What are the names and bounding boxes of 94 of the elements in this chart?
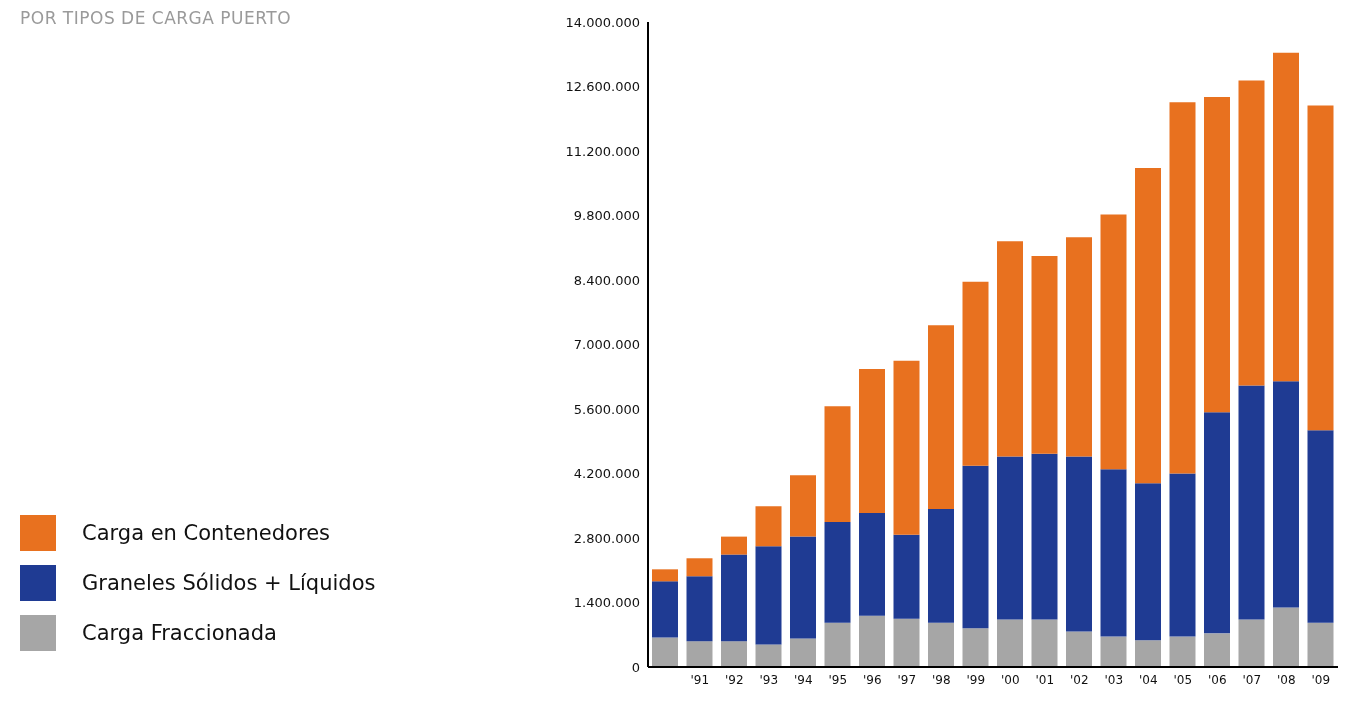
y-tick-label: 11.200.000 bbox=[565, 143, 640, 159]
bar bbox=[962, 281, 989, 466]
bar bbox=[1100, 469, 1127, 637]
bar bbox=[1273, 381, 1299, 608]
x-tick-label: '00 bbox=[1000, 672, 1020, 687]
y-tick-label: 9.800.000 bbox=[573, 208, 640, 224]
x-tick-label: '97 bbox=[897, 672, 917, 687]
bar bbox=[790, 536, 816, 639]
bar bbox=[1238, 80, 1265, 386]
bar bbox=[1307, 430, 1334, 623]
bar bbox=[997, 619, 1023, 667]
x-tick-label: '93 bbox=[759, 672, 779, 687]
bar bbox=[1135, 168, 1161, 484]
bar bbox=[928, 508, 954, 623]
x-tick-label: '02 bbox=[1069, 672, 1089, 687]
bar bbox=[1135, 483, 1161, 641]
bar bbox=[755, 546, 782, 645]
bar bbox=[721, 536, 747, 555]
x-tick-label: '96 bbox=[862, 672, 882, 687]
bar bbox=[1031, 256, 1058, 454]
bar bbox=[1031, 619, 1058, 667]
bar bbox=[1100, 636, 1127, 667]
bar bbox=[1307, 622, 1334, 667]
bar bbox=[1307, 105, 1334, 431]
bar bbox=[652, 569, 678, 582]
bar bbox=[686, 641, 713, 667]
bar bbox=[1066, 631, 1092, 667]
bar bbox=[790, 638, 816, 667]
y-tick-label: 8.400.000 bbox=[573, 272, 640, 288]
bar bbox=[1169, 102, 1196, 474]
bar bbox=[859, 615, 885, 667]
x-tick-label: '05 bbox=[1173, 672, 1193, 687]
x-tick-label: '01 bbox=[1035, 672, 1055, 687]
x-tick-label: '94 bbox=[793, 672, 813, 687]
bar bbox=[1100, 214, 1127, 470]
y-tick-label: 5.600.000 bbox=[573, 401, 640, 417]
legend-label: Carga Fraccionada bbox=[82, 621, 277, 645]
bar bbox=[755, 506, 782, 547]
y-tick-label: 1.400.000 bbox=[573, 595, 640, 611]
bar bbox=[859, 368, 885, 514]
bar bbox=[652, 637, 678, 667]
x-tick-label: '09 bbox=[1311, 672, 1331, 687]
bar bbox=[721, 641, 747, 667]
bar bbox=[962, 465, 989, 629]
bar bbox=[1169, 636, 1196, 667]
y-tick-label: 0 bbox=[631, 659, 640, 675]
y-tick-label: 12.600.000 bbox=[565, 79, 640, 95]
bar bbox=[1031, 453, 1058, 620]
bar bbox=[893, 360, 920, 535]
bar bbox=[893, 534, 920, 619]
bar bbox=[686, 558, 713, 577]
bar bbox=[893, 618, 920, 667]
bar bbox=[1169, 473, 1196, 637]
bar bbox=[928, 622, 954, 667]
bar bbox=[962, 628, 989, 667]
x-tick-label: '08 bbox=[1276, 672, 1296, 687]
y-tick-label: 7.000.000 bbox=[573, 337, 640, 353]
bar bbox=[1273, 607, 1299, 667]
bar bbox=[721, 554, 747, 642]
bar bbox=[824, 622, 851, 667]
bar bbox=[997, 241, 1023, 457]
bar bbox=[1238, 385, 1265, 620]
x-tick-label: '92 bbox=[724, 672, 744, 687]
y-tick-label: 4.200.000 bbox=[573, 466, 640, 482]
bar bbox=[1066, 456, 1092, 632]
bar bbox=[928, 325, 954, 509]
legend-label: Graneles Sólidos + Líquidos bbox=[82, 571, 376, 595]
x-tick-label: '95 bbox=[828, 672, 848, 687]
legend-label: Carga en Contenedores bbox=[82, 521, 330, 545]
bar bbox=[859, 513, 885, 616]
bar bbox=[1204, 412, 1230, 634]
x-tick-label: '99 bbox=[966, 672, 986, 687]
bar bbox=[1204, 97, 1230, 413]
bar bbox=[997, 456, 1023, 620]
bar bbox=[790, 475, 816, 537]
bar bbox=[1204, 633, 1230, 667]
y-tick-label: 14.000.000 bbox=[565, 14, 640, 30]
bar bbox=[1066, 237, 1092, 457]
text: POR TIPOS DE CARGA PUERTO bbox=[20, 8, 292, 28]
bar bbox=[652, 581, 678, 638]
bar bbox=[755, 644, 782, 667]
bar bbox=[686, 576, 713, 642]
x-tick-label: '98 bbox=[931, 672, 951, 687]
bar bbox=[824, 406, 851, 522]
bar bbox=[824, 521, 851, 623]
bar bbox=[1273, 52, 1299, 382]
x-tick-label: '04 bbox=[1138, 672, 1158, 687]
x-tick-label: '07 bbox=[1242, 672, 1262, 687]
x-tick-label: '06 bbox=[1207, 672, 1227, 687]
x-tick-label: '03 bbox=[1104, 672, 1124, 687]
bar bbox=[1238, 619, 1265, 667]
y-tick-label: 2.800.000 bbox=[573, 530, 640, 546]
bar bbox=[1135, 640, 1161, 667]
x-tick-label: '91 bbox=[690, 672, 710, 687]
